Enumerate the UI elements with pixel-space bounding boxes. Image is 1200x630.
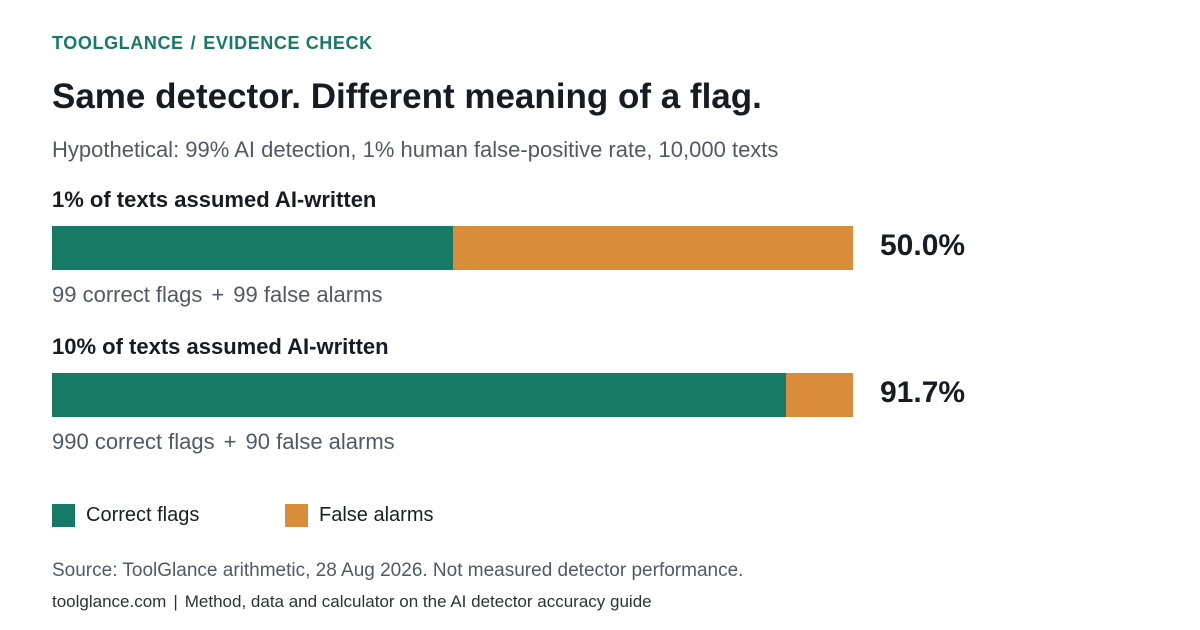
scenario-2-false-count: 90 false alarms <box>245 429 395 454</box>
legend-item-false-alarms: False alarms <box>285 504 433 527</box>
scenario-1-plus: + <box>211 282 225 307</box>
bar-2-false-alarm-segment <box>786 373 853 417</box>
scenario-1-title: 1% of texts assumed AI-written <box>52 187 377 212</box>
scenario-2-plus: + <box>223 429 237 454</box>
scenario-2-title: 10% of texts assumed AI-written <box>52 334 389 359</box>
legend-item-correct: Correct flags <box>52 504 199 527</box>
scenario-1-ppv-label: 50.0% <box>880 229 966 262</box>
scenario-2-correct-count: 990 correct flags <box>52 429 215 454</box>
scenario-1-bar <box>52 226 853 270</box>
scenario-2-bar <box>52 373 853 417</box>
footer-separator: | <box>173 592 178 611</box>
bar-1-false-alarm-segment <box>452 226 853 270</box>
legend-swatch-correct <box>52 504 75 527</box>
legend-label-false-alarms: False alarms <box>319 504 434 526</box>
footer-guide-link[interactable]: Method, data and calculator on the AI de… <box>184 592 652 611</box>
kicker-separator: / <box>190 33 197 53</box>
legend-label-correct: Correct flags <box>86 504 200 526</box>
scenario-1-false-count: 99 false alarms <box>233 282 383 307</box>
scenario-1-correct-count: 99 correct flags <box>52 282 203 307</box>
scenario-2-ppv-label: 91.7% <box>880 376 966 409</box>
bar-2-correct-segment <box>52 373 787 417</box>
footer: toolglance.com | Method, data and calculat… <box>52 592 652 612</box>
scenario-2-breakdown: 990 correct flags +90 false alarms <box>52 429 395 455</box>
source-note: Source: ToolGlance arithmetic, 28 Aug 20… <box>52 560 744 581</box>
scenario-1-breakdown: 99 correct flags +99 false alarms <box>52 282 382 308</box>
kicker: TOOLGLANCE / EVIDENCE CHECK <box>52 33 373 54</box>
legend-swatch-false-alarms <box>285 504 308 527</box>
kicker-section: EVIDENCE CHECK <box>203 33 373 53</box>
chart-title: Same detector. Different meaning of a fl… <box>52 77 762 116</box>
chart-subtitle: Hypothetical: 99% AI detection, 1% human… <box>52 137 779 162</box>
kicker-brand: TOOLGLANCE <box>52 33 184 53</box>
footer-site-link[interactable]: toolglance.com <box>52 592 167 611</box>
bar-1-correct-segment <box>52 226 453 270</box>
